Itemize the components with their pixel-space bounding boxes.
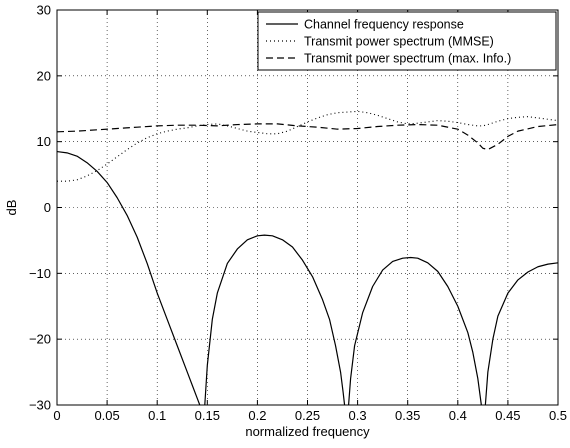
- x-tick-label: 0.4: [449, 408, 467, 423]
- legend: Channel frequency response Transmit power…: [257, 11, 557, 71]
- x-tick-label: 0: [53, 408, 60, 423]
- legend-label-3: Transmit power spectrum (max. Info.): [304, 52, 511, 66]
- y-tick-label: −10: [29, 266, 51, 281]
- y-tick-label: 0: [44, 200, 51, 215]
- x-tick-label: 0.45: [495, 408, 520, 423]
- series-line-3: [56, 123, 559, 151]
- y-axis-label: dB: [4, 200, 19, 216]
- x-tick-label: 0.35: [395, 408, 420, 423]
- x-tick-label: 0.1: [148, 408, 166, 423]
- series-line-2: [57, 110, 559, 182]
- x-tick-label: 0.05: [94, 408, 119, 423]
- x-tick-label: 0.2: [248, 408, 266, 423]
- legend-box: [257, 11, 557, 71]
- x-tick-label: 0.25: [295, 408, 320, 423]
- legend-label-1: Channel frequency response: [304, 18, 464, 32]
- series-line-1: [56, 150, 559, 406]
- series-layer: [56, 110, 559, 406]
- legend-label-2: Transmit power spectrum (MMSE): [304, 35, 494, 49]
- x-tick-label: 0.3: [349, 408, 367, 423]
- y-tick-label: 10: [37, 134, 51, 149]
- y-tick-label: −30: [29, 398, 51, 413]
- y-tick-label: −20: [29, 332, 51, 347]
- x-axis-label: normalized frequency: [245, 424, 370, 439]
- tick-labels: 0 0.05 0.1 0.15 0.2 0.25 0.3 0.35 0.4 0.45 0.5 −30 −…: [29, 3, 567, 424]
- y-tick-label: 20: [37, 68, 51, 83]
- x-tick-label: 0.15: [195, 408, 220, 423]
- y-tick-label: 30: [37, 3, 51, 18]
- x-tick-label: 0.5: [549, 408, 567, 423]
